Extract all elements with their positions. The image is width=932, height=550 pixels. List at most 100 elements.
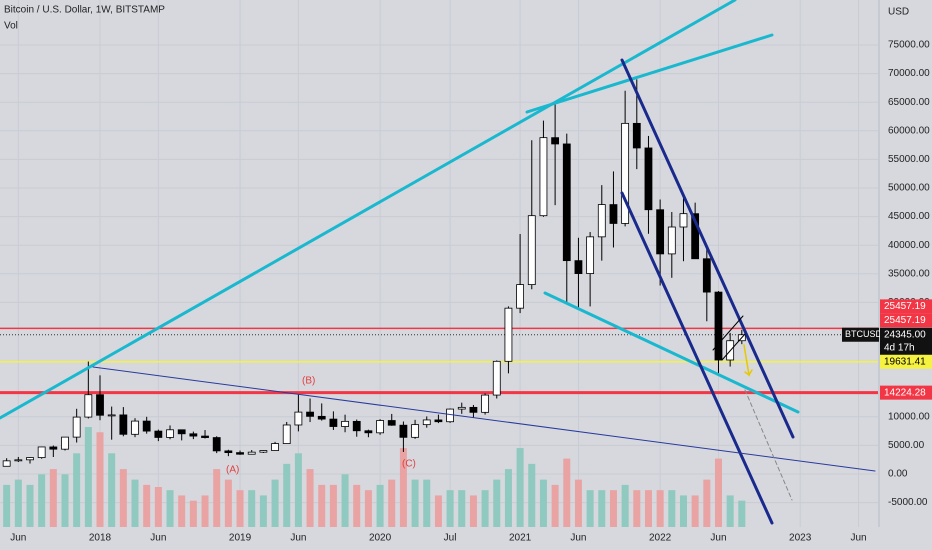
y-tick-label: 35000.00	[888, 268, 930, 279]
candle-body	[247, 451, 256, 455]
candle-body	[166, 429, 174, 438]
candle-body	[119, 414, 128, 435]
y-tick-label: 55000.00	[888, 154, 930, 165]
trend-line	[0, 0, 737, 420]
countdown-label: 4d 17h	[884, 342, 915, 353]
x-tick-label: 2019	[229, 533, 252, 544]
volume-bar	[189, 500, 197, 527]
annotation: (B)	[302, 376, 315, 387]
y-tick-label: 50000.00	[888, 183, 930, 194]
x-tick-label: Jun	[570, 533, 586, 544]
last-price-tag	[880, 327, 932, 355]
x-tick-label: Jul	[444, 533, 457, 544]
candle-body	[481, 394, 489, 413]
trend-line	[92, 366, 876, 472]
volume-label: Vol	[4, 21, 18, 32]
x-tick-label: 2020	[369, 533, 392, 544]
price-tag-label: 19631.41	[884, 356, 926, 367]
candle-body	[329, 418, 338, 427]
x-tick-label: Jun	[710, 533, 726, 544]
volume-bar	[96, 432, 104, 527]
candle-body	[212, 437, 221, 452]
trend-line	[543, 291, 800, 414]
candle-body	[562, 143, 571, 262]
volume-bar	[481, 490, 489, 527]
y-tick-label: 40000.00	[888, 240, 930, 251]
candle-body	[609, 204, 618, 224]
x-tick-label: Jun	[850, 533, 866, 544]
volume-bar	[131, 479, 139, 527]
candle-body	[469, 406, 478, 413]
y-tick-label: 65000.00	[888, 97, 930, 108]
volume-bar	[376, 484, 384, 527]
x-tick-label: 2018	[89, 533, 112, 544]
volume-bar	[14, 479, 22, 527]
candle-body	[317, 415, 326, 420]
volume-bar	[3, 484, 11, 527]
volume-bar	[353, 484, 361, 527]
candle-body	[154, 430, 163, 438]
y-tick-label: -5000.00	[888, 497, 928, 508]
volume-bar	[621, 484, 629, 527]
x-tick-label: Jun	[290, 533, 306, 544]
candle-body	[37, 446, 46, 458]
volume-bar	[539, 479, 547, 527]
projection-line	[744, 389, 793, 501]
candle-body	[26, 457, 34, 461]
price-tag	[880, 354, 932, 369]
channel-line	[620, 58, 795, 439]
drawings	[0, 0, 876, 525]
trend-line	[525, 33, 774, 114]
candle-body	[107, 414, 116, 417]
candle-body	[259, 450, 268, 453]
volume-bar	[38, 474, 46, 527]
volume-bar	[294, 453, 302, 527]
candle-body	[551, 137, 560, 145]
volume-bar	[691, 495, 699, 527]
volume-bar	[49, 469, 57, 527]
volume-bar	[516, 448, 524, 527]
candle-body	[364, 430, 373, 434]
volume-pane	[3, 427, 746, 527]
volume-bar	[213, 469, 221, 527]
candle-body	[294, 411, 303, 426]
volume-bar	[504, 469, 512, 527]
volume-bar	[364, 490, 372, 527]
candle-body	[131, 420, 139, 435]
volume-bar	[73, 453, 81, 527]
volume-bar	[446, 490, 454, 527]
candle-body	[492, 360, 501, 396]
candle-body	[201, 435, 209, 438]
price-axis: -5000.000.005000.0010000.0030000.0035000…	[842, 40, 932, 508]
volume-bar	[236, 490, 244, 527]
chart-title: Bitcoin / U.S. Dollar, 1W, BITSTAMP	[4, 5, 165, 16]
candle-body	[656, 209, 665, 255]
symbol-tag	[842, 327, 879, 342]
volume-bar	[598, 490, 606, 527]
volume-bar	[399, 448, 407, 527]
candle-body	[457, 406, 466, 410]
volume-bar	[84, 427, 92, 527]
candle-body	[341, 420, 349, 427]
price-tag-label: 25457.19	[884, 315, 926, 326]
symbol-tag-label: BTCUSD	[845, 329, 883, 339]
volume-bar	[178, 495, 186, 527]
candle-body	[691, 213, 700, 260]
y-tick-label: 10000.00	[888, 411, 930, 422]
volume-bar	[119, 469, 127, 527]
candle-body	[49, 446, 58, 450]
price-tag	[880, 313, 932, 328]
candles	[2, 79, 746, 467]
candle-body	[644, 147, 653, 211]
x-tick-label: Jun	[150, 533, 166, 544]
candle-body	[72, 416, 81, 438]
candle-body	[236, 452, 244, 455]
volume-bar	[551, 484, 559, 527]
last-price-label: 24345.00	[884, 329, 926, 340]
candle-body	[527, 215, 536, 286]
volume-bar	[201, 495, 209, 527]
volume-bar	[609, 490, 617, 527]
volume-bar	[166, 490, 174, 527]
